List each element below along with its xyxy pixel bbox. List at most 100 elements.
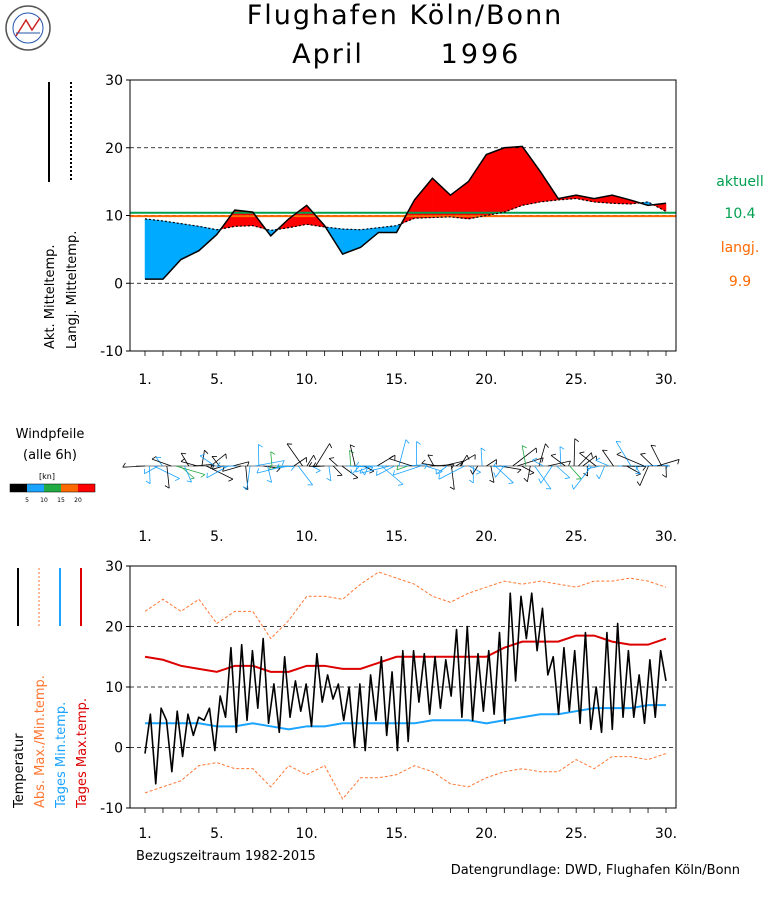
wind-scale-20plus [78, 484, 95, 492]
wind-arrow [468, 465, 481, 473]
wind-arrow [210, 453, 227, 467]
wind-arrow [639, 465, 649, 486]
wind-arrow [639, 464, 669, 467]
x-tick-label: 10. [296, 826, 318, 842]
x-tick-label: 15. [385, 826, 407, 842]
wind-arrow [359, 465, 391, 474]
wind-barb [595, 457, 601, 461]
wind-arrow [538, 443, 546, 467]
wind-arrow [144, 465, 159, 475]
panel1-y-ticks: -10 0 10 20 30 [100, 73, 130, 360]
wind-scale-bar [9, 483, 96, 493]
aktuell-value: 10.4 [724, 206, 755, 222]
year-label: 1996 [441, 39, 522, 70]
legend-temp-label: Temperatur [12, 733, 27, 809]
wind-barb [266, 480, 272, 483]
wind-arrows [122, 438, 680, 491]
wind-arrow [595, 460, 610, 467]
wind-barb [586, 464, 590, 469]
temperature-panel: -10 0 10 20 30 1. 5. 10. 15. 20. 25. 30. [100, 559, 677, 842]
wind-arrow [293, 457, 307, 467]
x-tick-label: 5. [210, 372, 223, 388]
wind-barb [329, 457, 335, 459]
wind-barb [493, 472, 496, 478]
wind-arrow [640, 453, 654, 467]
wind-barb [438, 474, 440, 480]
wind-arrow [175, 465, 205, 475]
panel3-y-ticks: -10 0 10 20 30 [100, 559, 130, 817]
temperature-line [144, 592, 667, 785]
wind-arrow [328, 465, 332, 481]
x-tick-label: 30. [655, 826, 677, 842]
x-tick-label: 10. [296, 372, 318, 388]
wind-barb [636, 473, 641, 477]
wind-arrow [517, 457, 544, 467]
wind-barb [151, 456, 157, 460]
wind-arrow [556, 465, 571, 479]
wind-arrow [222, 465, 242, 472]
longterm-mean-line [144, 197, 667, 232]
aktuell-label: aktuell [716, 174, 763, 190]
wind-arrow [550, 455, 566, 467]
wind-barb [180, 458, 186, 462]
wind-barb [290, 466, 295, 471]
wind-barb [350, 444, 355, 448]
wind-barb [636, 481, 641, 486]
wind-arrow [153, 465, 180, 479]
wind-barb [480, 447, 486, 452]
wind-arrow [451, 465, 455, 490]
wind-barb [269, 464, 272, 470]
x-tick-label: 1. [138, 529, 151, 545]
anomaly-segment [504, 146, 523, 213]
wind-barb [256, 468, 260, 474]
wind-barb [181, 452, 187, 455]
wind-barb [541, 457, 544, 463]
wind-scale-label: 20 [74, 497, 82, 504]
wind-barb [521, 445, 527, 449]
wind-barb [470, 469, 473, 475]
wind-barb [122, 462, 126, 468]
wind-arrow [521, 465, 535, 474]
wind-barb [662, 474, 667, 478]
wind-arrow [256, 465, 286, 474]
wind-barb [469, 479, 474, 484]
wind-barb [596, 474, 600, 480]
wind-arrow [254, 460, 285, 467]
wind-arrow [180, 452, 190, 467]
wind-barb [574, 438, 580, 443]
wind-barb [212, 464, 215, 470]
x-tick-label: 20. [475, 826, 497, 842]
wind-barb [616, 451, 622, 455]
wind-arrow [297, 465, 313, 486]
wind-barb [216, 462, 221, 467]
y-tick-label: 20 [105, 141, 123, 157]
legend-actual-label: Akt. Mitteltemp. [43, 244, 58, 349]
wind-barb [313, 455, 317, 460]
y-tick-label: 20 [105, 620, 123, 636]
wind-arrow [573, 438, 576, 467]
wind-arrow [573, 465, 592, 490]
wind-arrow [389, 458, 413, 467]
wind-arrow [547, 460, 571, 467]
x-tick-label: 10. [296, 529, 318, 545]
anomaly-segment [198, 226, 218, 252]
wind-barb [276, 468, 281, 473]
wind-arrow [315, 443, 330, 467]
wind-barb [677, 459, 680, 465]
wind-arrow [393, 465, 421, 476]
wind-barb [242, 486, 247, 491]
wind-arrow [184, 465, 192, 483]
wind-scale-label: 5 [25, 497, 29, 504]
anomaly-segment [144, 218, 164, 280]
wind-arrow [166, 465, 170, 489]
wind-barb [466, 454, 470, 460]
wind-arrow [267, 465, 273, 483]
x-tick-label: 25. [565, 372, 587, 388]
y-tick-label: -10 [100, 344, 123, 360]
wind-barb [308, 462, 313, 467]
wind-arrow [232, 461, 250, 467]
legend-absmaxmin-label: Abs. Max./Min.temp. [33, 675, 48, 808]
wind-scale-label: 10 [40, 497, 48, 504]
wind-arrow [381, 465, 404, 485]
